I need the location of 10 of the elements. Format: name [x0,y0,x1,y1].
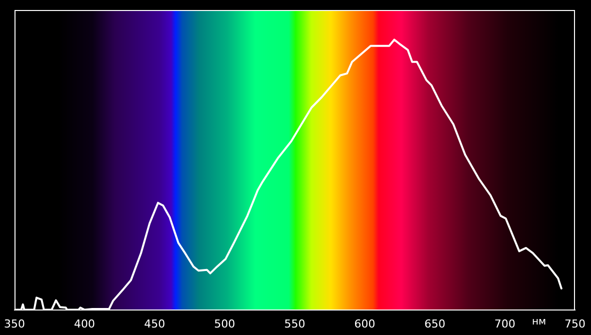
x-tick-label: 700 [494,317,516,330]
x-tick-label: 600 [354,317,376,330]
x-tick-label: 650 [424,317,446,330]
x-tick-label: 750 [564,317,586,330]
x-tick-label: 400 [74,317,96,330]
x-tick-label: 450 [144,317,166,330]
x-axis-title: нм [532,316,546,328]
x-tick-label: 550 [284,317,306,330]
x-tick-label: 500 [214,317,236,330]
x-tick-label: 350 [4,317,25,330]
